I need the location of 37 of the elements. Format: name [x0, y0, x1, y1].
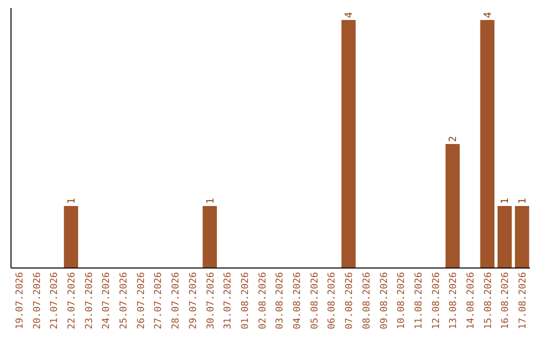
x-tick-label: 07.08.2026: [344, 272, 356, 330]
x-tick-label: 13.08.2026: [448, 272, 460, 330]
data-label: 1: [500, 198, 512, 204]
x-tick-label: 06.08.2026: [326, 272, 338, 330]
x-tick-label: 05.08.2026: [309, 272, 320, 330]
data-label: 1: [66, 198, 78, 204]
x-tick-label: 16.08.2026: [500, 272, 512, 330]
x-tick-label: 11.08.2026: [413, 272, 424, 330]
data-label: 4: [344, 12, 356, 18]
x-tick-label: 28.07.2026: [170, 272, 182, 330]
data-label: 4: [482, 12, 494, 18]
x-tick-label: 23.07.2026: [84, 272, 95, 330]
x-tick-label: 02.08.2026: [257, 272, 268, 330]
x-tick-label: 09.08.2026: [378, 272, 390, 330]
x-tick-label: 15.08.2026: [482, 272, 494, 330]
x-tick-label: 29.07.2026: [188, 272, 199, 330]
x-tick-label: 10.08.2026: [396, 272, 408, 330]
data-label: 1: [518, 198, 529, 204]
x-tick-label: 30.07.2026: [205, 272, 216, 330]
x-tick-label: 19.07.2026: [14, 272, 26, 330]
x-tick-label: 31.07.2026: [222, 272, 234, 330]
x-tick-label: 04.08.2026: [292, 272, 304, 330]
data-label: 1: [205, 198, 216, 204]
x-tick-label: 24.07.2026: [101, 272, 112, 330]
x-tick-label: 25.07.2026: [118, 272, 130, 330]
x-tick-label: 01.08.2026: [240, 272, 251, 330]
x-tick-label: 03.08.2026: [274, 272, 286, 330]
x-tick-label: 27.07.2026: [153, 272, 164, 330]
x-tick-label: 26.07.2026: [136, 272, 147, 330]
x-tick-label: 12.08.2026: [430, 272, 442, 330]
x-tick-label: 20.07.2026: [32, 272, 43, 330]
x-tick-label: 21.07.2026: [49, 272, 60, 330]
data-label: 2: [448, 136, 460, 142]
x-tick-label: 17.08.2026: [518, 272, 529, 330]
x-tick-label: 08.08.2026: [361, 272, 372, 330]
x-tick-label: 22.07.2026: [66, 272, 78, 330]
x-tick-label: 14.08.2026: [465, 272, 476, 330]
